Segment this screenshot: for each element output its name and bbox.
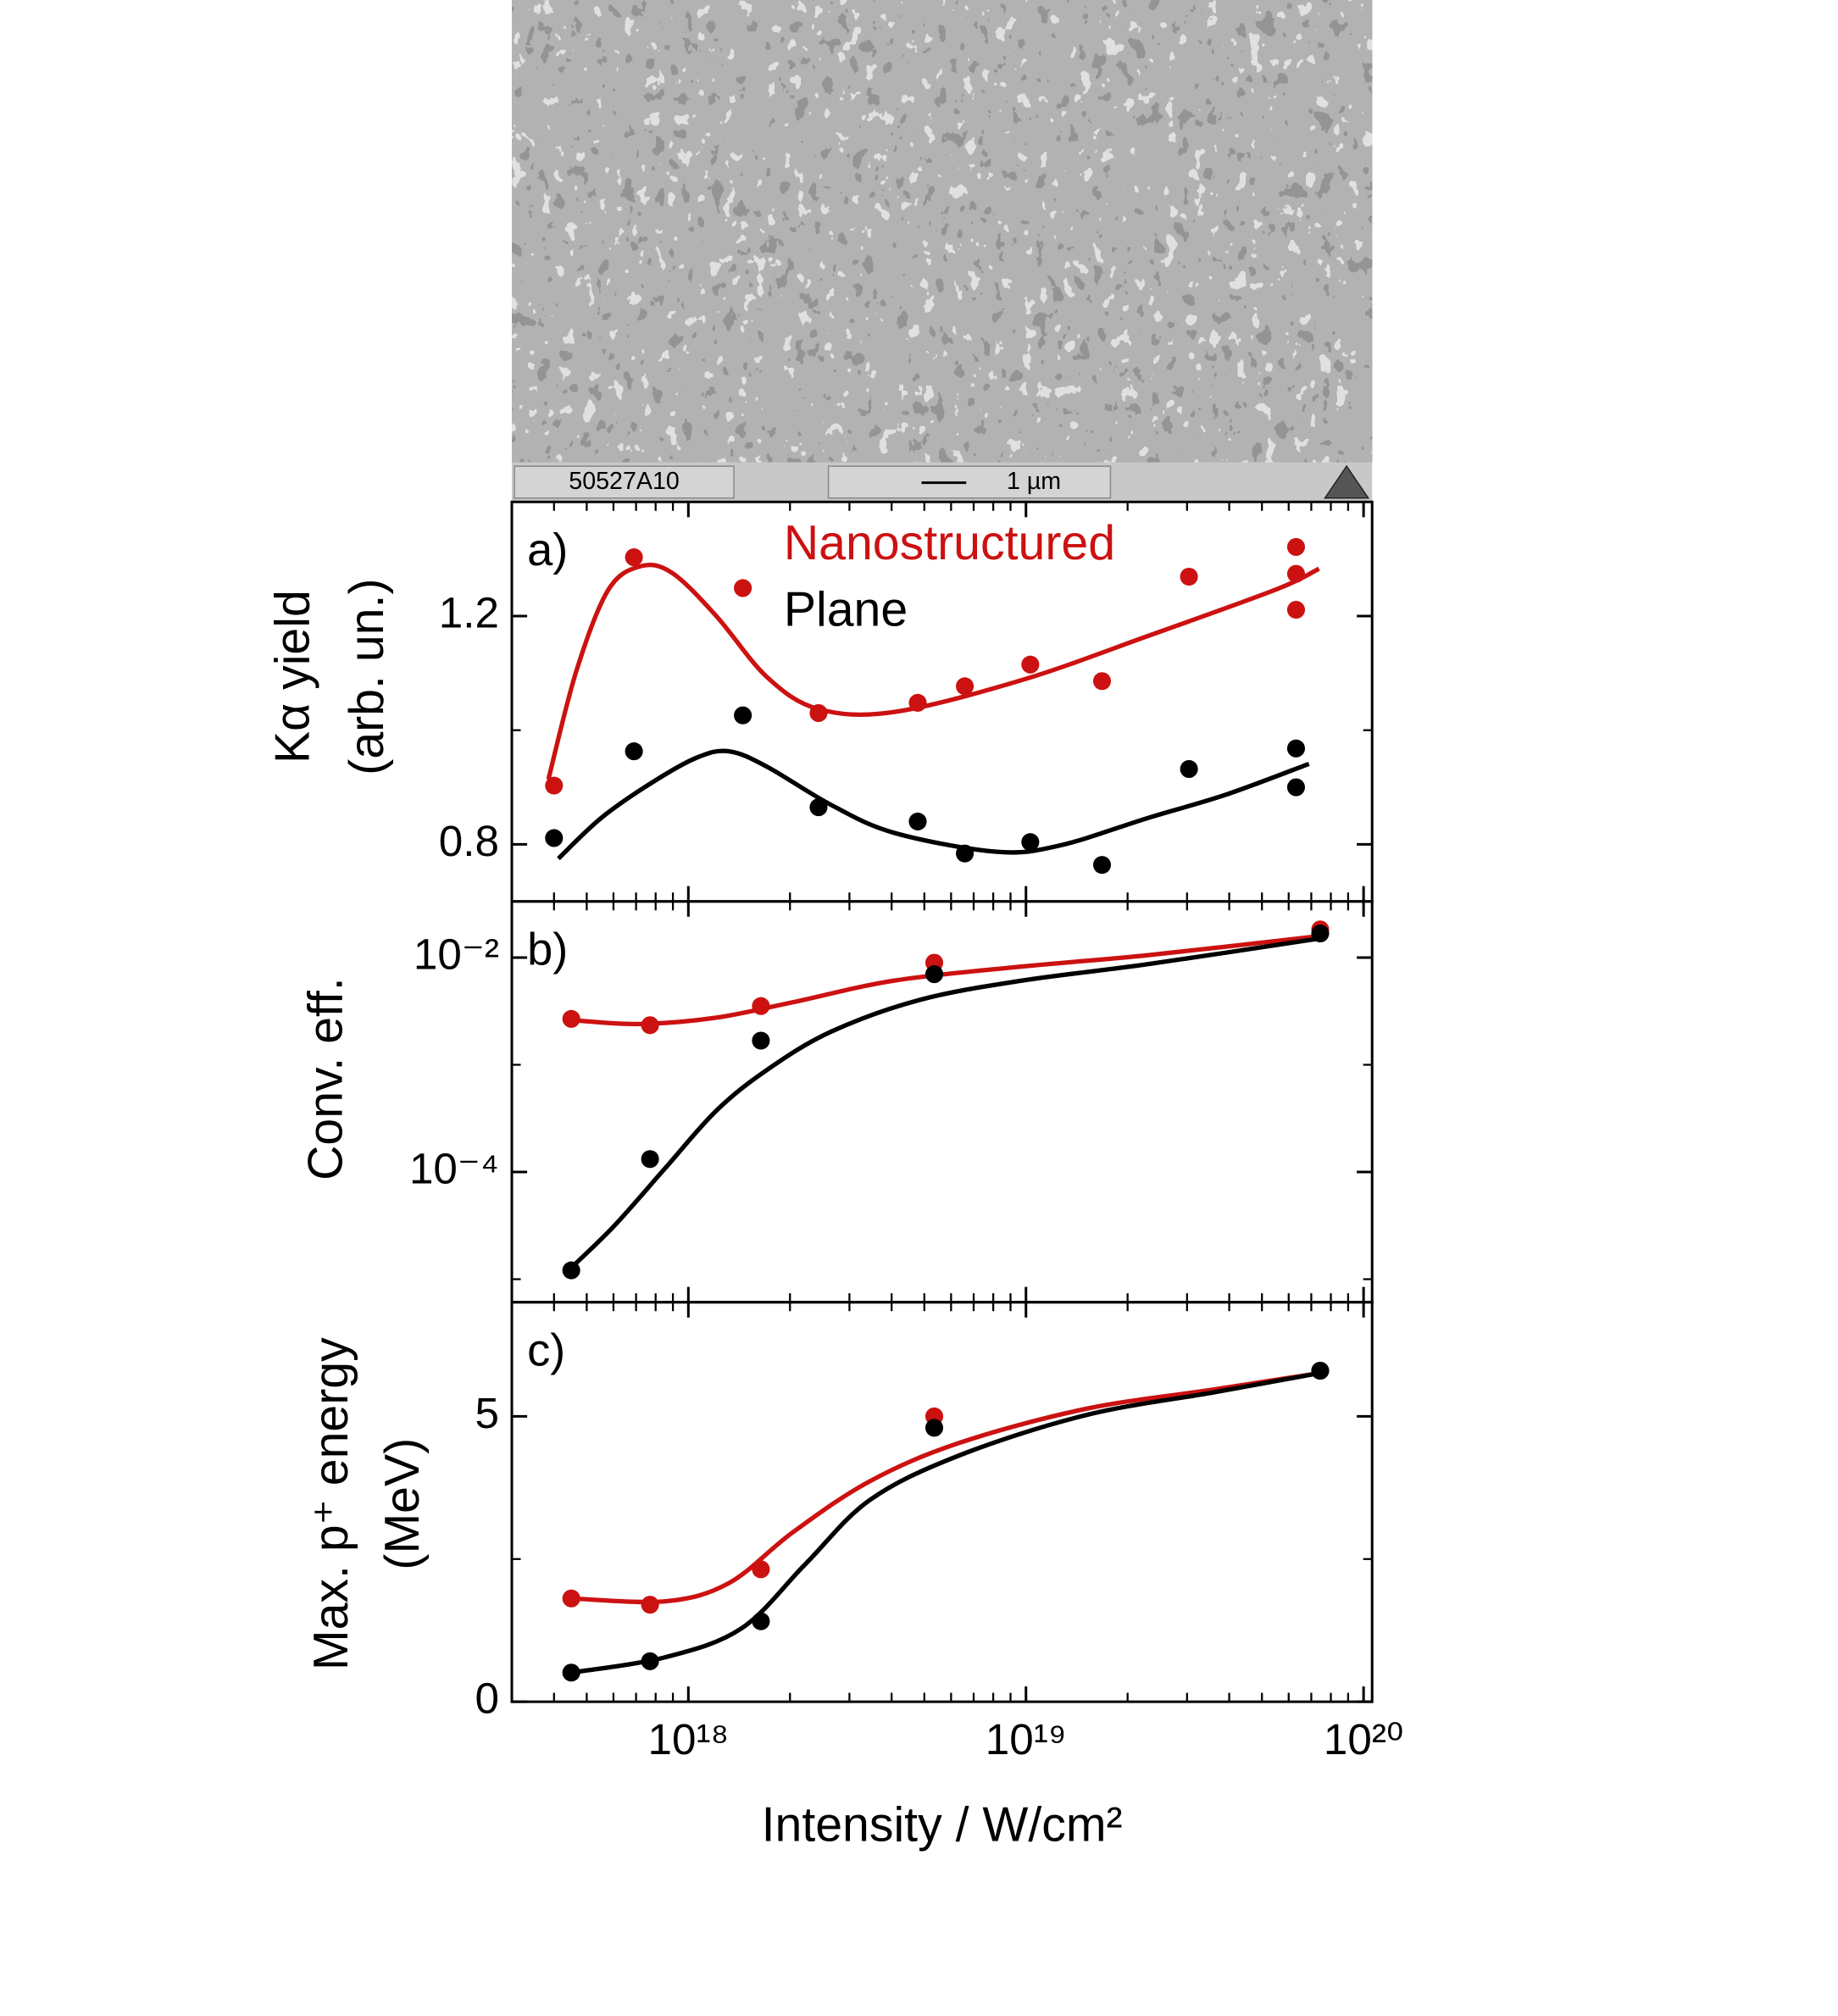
data-point (908, 693, 927, 712)
x-tick-label: 10¹⁹ (986, 1715, 1067, 1763)
fit-line (570, 1370, 1321, 1675)
data-point (641, 1596, 659, 1614)
data-point (956, 677, 975, 696)
x-tick-label: 10¹⁸ (648, 1715, 730, 1763)
sem-label-box (514, 465, 735, 499)
fit-line (569, 936, 1321, 1269)
data-point (562, 1663, 580, 1682)
data-point (925, 965, 944, 984)
data-point (1286, 564, 1306, 583)
data-point (1311, 1361, 1330, 1380)
data-point (908, 812, 927, 830)
data-point (1021, 655, 1040, 674)
data-point (1092, 856, 1112, 875)
data-point (562, 1261, 580, 1280)
data-point (562, 1589, 580, 1608)
data-point (1286, 739, 1306, 758)
sem-texture (512, 0, 1373, 463)
panel-label: a) (527, 525, 568, 575)
fit-line (557, 748, 1310, 861)
data-point (545, 829, 564, 847)
data-point (641, 1150, 659, 1169)
x-tick-label: 10²⁰ (1324, 1715, 1404, 1763)
y-tick-label: 5 (475, 1389, 498, 1437)
y-tick-label: 0.8 (439, 817, 499, 865)
data-point (1180, 759, 1198, 779)
data-point (809, 703, 828, 723)
data-point (1286, 537, 1306, 557)
legend-entry: Plane (784, 582, 908, 636)
data-point (752, 1031, 770, 1050)
data-point (1092, 672, 1112, 691)
y-tick-label: 10⁻² (414, 930, 499, 979)
data-point (1286, 601, 1306, 619)
data-point (641, 1016, 659, 1035)
legend-entry: Nanostructured (784, 516, 1115, 570)
data-point (562, 1009, 580, 1028)
panel: 0.8 1.2 a) Kα yield (arb. un.) (266, 500, 1374, 903)
data-point (625, 548, 643, 567)
data-point (809, 798, 828, 817)
data-point (1286, 778, 1306, 797)
fit-line (571, 933, 1321, 1027)
panel: 0 5 10¹⁸ 10¹⁹ 10²⁰ c) Max. p⁺ energy (MeV) Inten… (304, 1301, 1404, 1852)
data-point (545, 776, 564, 795)
data-point (641, 1652, 659, 1670)
x-axis-label: Intensity / W/cm² (762, 1797, 1123, 1852)
data-point (734, 706, 752, 725)
y-axis-label: Kα yield (266, 590, 320, 764)
y-tick-label: 0 (475, 1674, 498, 1723)
sem-image: 50527A10 1 µm (512, 0, 1373, 501)
data-point (752, 1560, 770, 1579)
panel-label: c) (527, 1325, 565, 1375)
sem-scale-box (827, 465, 1112, 499)
data-point (752, 1612, 770, 1630)
data-point (956, 844, 975, 863)
y-axis-label: Max. p⁺ energy (304, 1337, 358, 1670)
sem-logo (1324, 464, 1370, 499)
data-point (625, 742, 643, 761)
y-axis-label: (MeV) (375, 1438, 430, 1570)
panel: 10⁻² 10⁻⁴ b) Conv. eff. (299, 900, 1374, 1304)
data-point (1021, 833, 1040, 852)
sem-scale-text: 1 µm (1007, 468, 1061, 495)
sem-label: 50527A10 (569, 468, 679, 495)
fit-line (571, 1370, 1321, 1605)
data-point (1180, 567, 1198, 586)
y-axis-label: (arb. un.) (340, 579, 394, 775)
data-point (1311, 924, 1330, 943)
y-tick-label: 1.2 (439, 589, 499, 637)
y-axis-label: Conv. eff. (299, 977, 353, 1180)
data-point (752, 997, 770, 1015)
y-tick-label: 10⁻⁴ (409, 1145, 499, 1193)
data-point (925, 1419, 944, 1437)
panel-label: b) (527, 924, 568, 975)
data-point (734, 579, 752, 597)
plot-frame (510, 1301, 1374, 1703)
fit-line (546, 562, 1320, 780)
